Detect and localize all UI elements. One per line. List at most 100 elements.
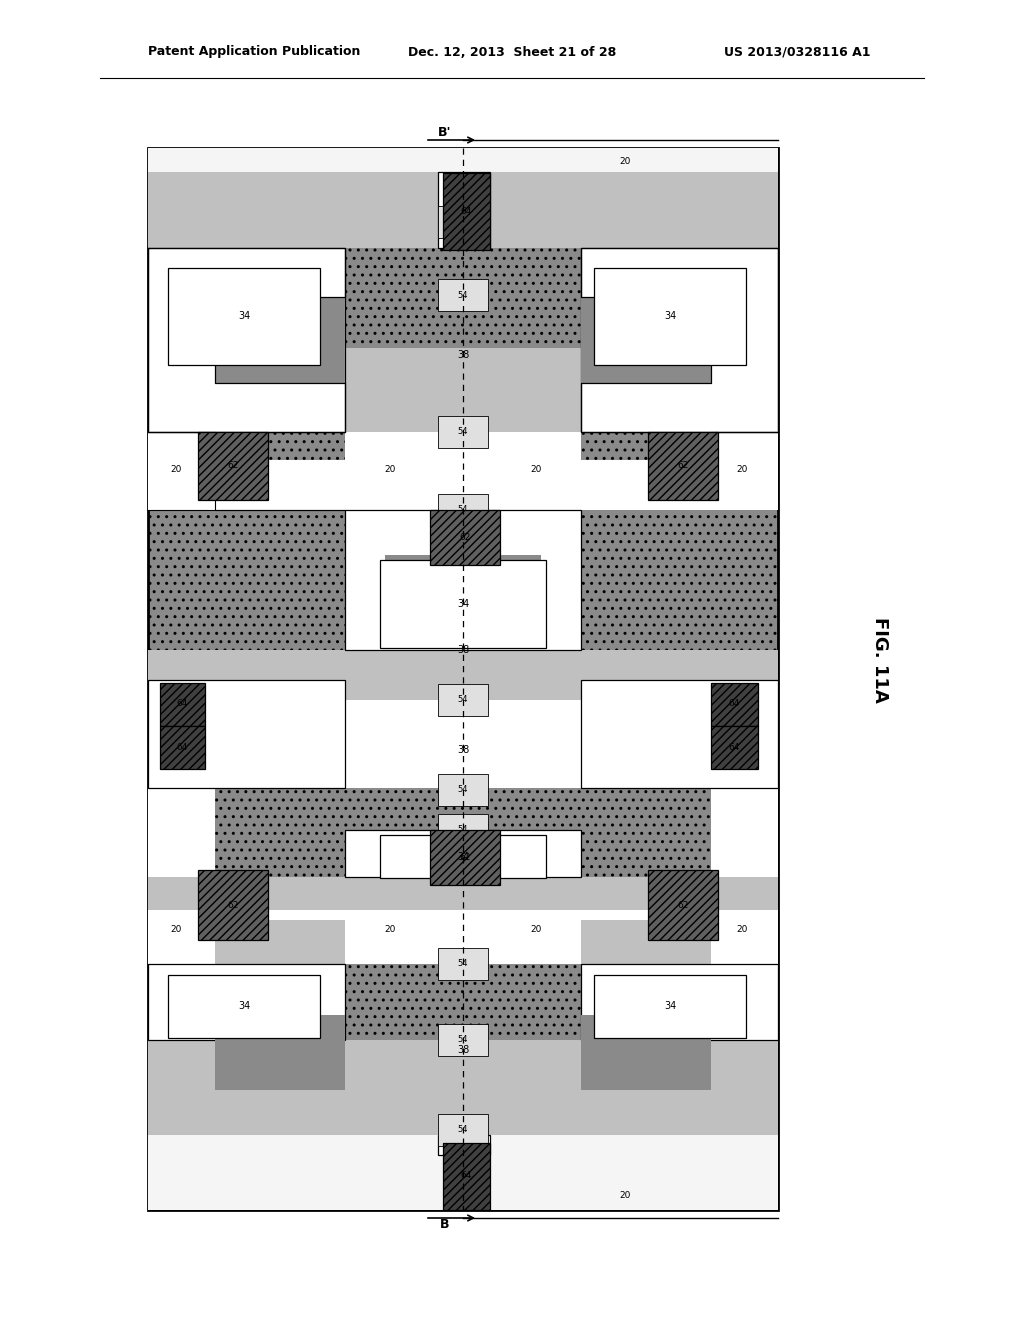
Text: B: B bbox=[440, 1218, 450, 1232]
Bar bbox=[345, 348, 581, 432]
Text: 38: 38 bbox=[457, 645, 469, 655]
Text: B': B' bbox=[438, 127, 452, 140]
Bar bbox=[198, 870, 268, 940]
Bar bbox=[148, 909, 778, 920]
Text: 34: 34 bbox=[664, 1001, 676, 1011]
Text: US 2013/0328116 A1: US 2013/0328116 A1 bbox=[724, 45, 870, 58]
Text: 62: 62 bbox=[460, 532, 471, 541]
Text: 38: 38 bbox=[457, 744, 469, 755]
Bar bbox=[438, 684, 488, 715]
Text: 38: 38 bbox=[457, 1045, 469, 1055]
Text: 34: 34 bbox=[664, 312, 676, 321]
Bar bbox=[345, 700, 581, 788]
Text: Dec. 12, 2013  Sheet 21 of 28: Dec. 12, 2013 Sheet 21 of 28 bbox=[408, 45, 616, 58]
Bar bbox=[581, 297, 711, 383]
Bar bbox=[648, 870, 718, 940]
Bar bbox=[215, 297, 345, 383]
Bar bbox=[385, 554, 541, 620]
Bar bbox=[438, 544, 488, 576]
Text: 62: 62 bbox=[460, 853, 471, 862]
Text: 64: 64 bbox=[728, 742, 739, 751]
Bar bbox=[215, 1015, 345, 1090]
Text: 54: 54 bbox=[458, 290, 468, 300]
Text: 54: 54 bbox=[458, 1035, 468, 1044]
Bar bbox=[438, 1114, 488, 1146]
Bar bbox=[148, 172, 778, 248]
Bar bbox=[430, 830, 500, 884]
Bar bbox=[581, 1015, 711, 1090]
Bar bbox=[438, 494, 488, 525]
Text: 64: 64 bbox=[176, 742, 187, 751]
Bar bbox=[594, 975, 746, 1038]
Bar bbox=[148, 1040, 778, 1135]
Text: 64: 64 bbox=[461, 206, 472, 215]
Bar bbox=[380, 836, 546, 878]
Text: 34: 34 bbox=[457, 599, 469, 609]
Bar bbox=[581, 680, 778, 788]
Text: 20: 20 bbox=[384, 466, 395, 474]
Text: 20: 20 bbox=[170, 466, 181, 474]
Text: 20: 20 bbox=[530, 466, 542, 474]
Text: 62: 62 bbox=[677, 900, 689, 909]
Text: 34: 34 bbox=[238, 312, 250, 321]
Bar bbox=[345, 830, 581, 876]
Text: 54: 54 bbox=[458, 785, 468, 795]
Bar bbox=[380, 560, 546, 648]
Bar bbox=[711, 726, 758, 770]
Bar bbox=[148, 920, 215, 964]
Bar bbox=[430, 510, 500, 565]
Text: 20: 20 bbox=[736, 925, 748, 935]
Bar bbox=[148, 649, 778, 700]
Text: 62: 62 bbox=[227, 462, 239, 470]
Text: 54: 54 bbox=[458, 556, 468, 565]
Bar bbox=[345, 510, 581, 649]
Bar bbox=[148, 876, 778, 964]
Bar bbox=[148, 248, 345, 432]
Bar bbox=[443, 173, 490, 249]
Bar bbox=[148, 459, 778, 510]
Bar bbox=[168, 975, 319, 1038]
Bar bbox=[148, 788, 215, 876]
Bar bbox=[438, 948, 488, 979]
Text: 20: 20 bbox=[530, 925, 542, 935]
Text: 54: 54 bbox=[458, 428, 468, 437]
Bar bbox=[385, 855, 541, 878]
Bar bbox=[160, 726, 205, 770]
Bar bbox=[581, 248, 778, 432]
Bar bbox=[438, 279, 488, 312]
Text: 34: 34 bbox=[457, 851, 469, 862]
Text: 20: 20 bbox=[620, 1192, 631, 1200]
Bar bbox=[711, 920, 778, 964]
Bar bbox=[198, 432, 268, 500]
Bar bbox=[438, 172, 490, 248]
Text: 54: 54 bbox=[458, 1126, 468, 1134]
Text: 54: 54 bbox=[458, 696, 468, 705]
Bar bbox=[148, 432, 215, 510]
Text: 20: 20 bbox=[384, 925, 395, 935]
Text: 38: 38 bbox=[457, 350, 469, 360]
Text: 20: 20 bbox=[170, 925, 181, 935]
Text: 54: 54 bbox=[458, 960, 468, 969]
Text: 20: 20 bbox=[620, 157, 631, 166]
Text: 38: 38 bbox=[457, 873, 469, 882]
Bar bbox=[581, 964, 778, 1040]
Bar bbox=[160, 682, 205, 726]
Bar bbox=[148, 148, 778, 172]
Text: 54: 54 bbox=[458, 506, 468, 515]
Bar bbox=[711, 682, 758, 726]
Text: FIG. 11A: FIG. 11A bbox=[871, 618, 889, 702]
Bar bbox=[438, 1024, 488, 1056]
Text: 62: 62 bbox=[677, 462, 689, 470]
Bar bbox=[443, 1143, 490, 1210]
Text: Patent Application Publication: Patent Application Publication bbox=[148, 45, 360, 58]
Text: 64: 64 bbox=[461, 1172, 472, 1180]
Bar bbox=[168, 268, 319, 366]
Bar bbox=[438, 416, 488, 447]
Bar bbox=[438, 814, 488, 846]
Bar bbox=[648, 432, 718, 500]
Bar bbox=[148, 1135, 778, 1210]
Bar bbox=[148, 964, 345, 1040]
Bar bbox=[711, 432, 778, 510]
Text: 34: 34 bbox=[238, 1001, 250, 1011]
Bar bbox=[148, 148, 778, 1210]
